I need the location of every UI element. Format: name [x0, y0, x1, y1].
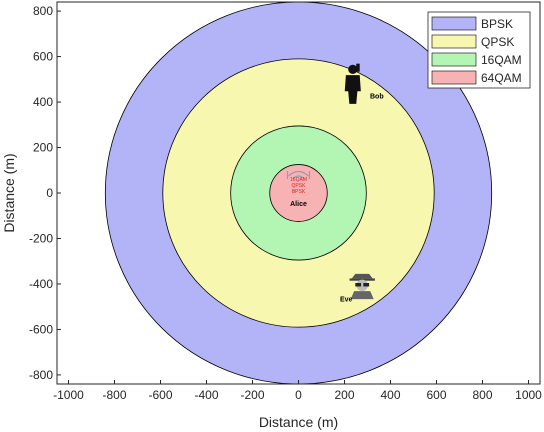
y-tick-label: -800 — [29, 368, 53, 382]
legend-label-qpsk: QPSK — [481, 35, 514, 49]
coverage-rings — [104, 2, 493, 384]
x-tick-label: -600 — [148, 388, 172, 402]
legend: BPSK QPSK 16QAM 64QAM — [427, 11, 531, 89]
x-tick-label: -1000 — [53, 388, 84, 402]
y-tick-label: 0 — [46, 186, 53, 200]
node-label-bob: Bob — [370, 94, 384, 101]
node-label-eve: Eve — [340, 296, 353, 303]
x-tick-label: 400 — [380, 388, 400, 402]
legend-swatch-bpsk — [431, 16, 477, 31]
y-tick-label: 800 — [33, 4, 53, 18]
legend-label-64qam: 64QAM — [481, 71, 522, 85]
legend-label-16qam: 16QAM — [481, 53, 522, 67]
legend-swatch-64qam — [431, 70, 477, 85]
x-tick-label: -800 — [102, 388, 126, 402]
y-tick-label: 200 — [33, 141, 53, 155]
svg-text:BPSK: BPSK — [292, 189, 306, 195]
node-labels: Alice Bob Eve — [290, 94, 383, 304]
x-tick-label: 800 — [472, 388, 492, 402]
x-tick-label: -200 — [240, 388, 264, 402]
x-tick-label: 600 — [426, 388, 446, 402]
x-tick-label: 200 — [334, 388, 354, 402]
legend-swatch-16qam — [431, 52, 477, 67]
node-icons: 16QAM QPSK BPSK — [286, 63, 375, 300]
y-tick-label: -400 — [29, 277, 53, 291]
axes: -1000 -800 -600 -400 -200 0 200 400 600 800 1000-8… — [29, 4, 542, 402]
eve-spy-icon — [349, 273, 375, 300]
ring-64qam — [269, 164, 328, 222]
y-tick-label: -200 — [29, 231, 53, 245]
x-tick-label: -400 — [194, 388, 218, 402]
node-label-alice: Alice — [290, 201, 307, 208]
y-axis-label: Distance (m) — [1, 153, 17, 232]
y-tick-label: 600 — [33, 50, 53, 64]
svg-text:QPSK: QPSK — [292, 183, 307, 189]
svg-text:16QAM: 16QAM — [290, 177, 307, 183]
bob-person-icon — [344, 63, 361, 104]
legend-swatch-qpsk — [431, 34, 477, 49]
x-axis-label: Distance (m) — [259, 414, 338, 430]
legend-label-bpsk: BPSK — [481, 17, 513, 31]
alice-router-icon: 16QAM QPSK BPSK — [286, 170, 311, 195]
x-tick-label: 1000 — [515, 388, 542, 402]
y-tick-label: 400 — [33, 95, 53, 109]
x-tick-label: 0 — [295, 388, 302, 402]
y-tick-label: -600 — [29, 322, 53, 336]
